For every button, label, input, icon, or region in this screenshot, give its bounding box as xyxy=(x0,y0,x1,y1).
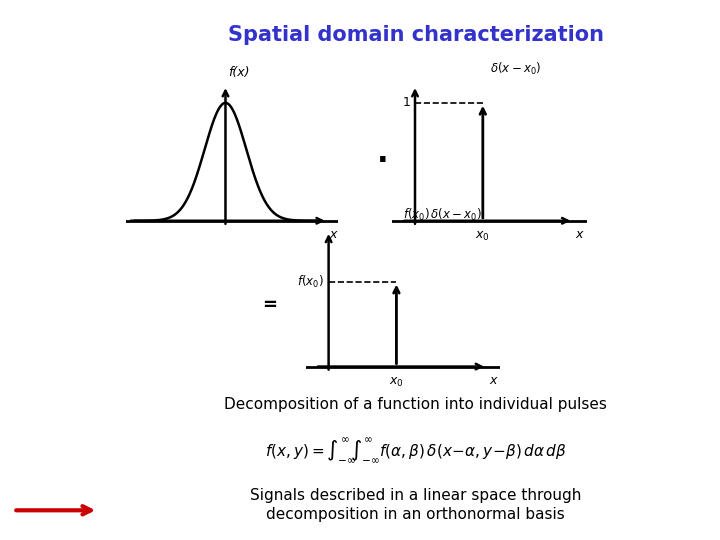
Text: Vision: Vision xyxy=(32,82,79,96)
Text: $\delta(x - x_0)$: $\delta(x - x_0)$ xyxy=(490,61,541,77)
Text: $f(x_0)\,\delta(x - x_0)$: $f(x_0)\,\delta(x - x_0)$ xyxy=(403,207,482,222)
Text: Decomposition of a function into individual pulses: Decomposition of a function into individ… xyxy=(225,397,607,413)
Text: x: x xyxy=(489,374,497,387)
Text: f(x): f(x) xyxy=(228,66,250,79)
Text: x: x xyxy=(575,228,583,241)
Text: Signals described in a linear space through: Signals described in a linear space thro… xyxy=(250,488,582,503)
Text: decomposition in an orthonormal basis: decomposition in an orthonormal basis xyxy=(266,507,565,522)
Text: $x_0$: $x_0$ xyxy=(475,230,490,244)
Text: $f(x,y) = \int_{-\infty}^{\infty}\!\!\int_{-\infty}^{\infty}f(\alpha,\beta)\,\de: $f(x,y) = \int_{-\infty}^{\infty}\!\!\in… xyxy=(265,436,567,465)
Text: Spatial domain characterization: Spatial domain characterization xyxy=(228,25,604,45)
Text: $f(x_0)$: $f(x_0)$ xyxy=(297,274,324,290)
Text: Computer: Computer xyxy=(17,60,94,75)
Text: .: . xyxy=(377,139,388,168)
Text: =: = xyxy=(262,296,277,314)
Text: $x_0$: $x_0$ xyxy=(389,376,404,389)
Text: 1: 1 xyxy=(402,96,410,110)
Text: x: x xyxy=(329,228,336,241)
